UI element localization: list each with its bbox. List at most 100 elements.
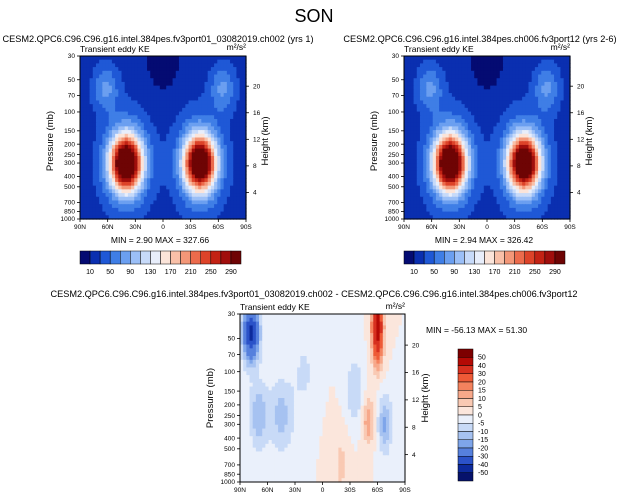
field-cell — [121, 115, 126, 120]
field-cell — [191, 204, 196, 209]
field-cell — [115, 193, 119, 198]
field-cell — [499, 67, 504, 72]
field-cell — [419, 170, 424, 176]
field-cell — [496, 56, 501, 61]
field-cell — [413, 200, 418, 205]
field-cell — [442, 185, 447, 190]
field-cell — [143, 141, 148, 146]
field-cell — [538, 163, 542, 168]
field-cell — [137, 144, 142, 150]
field-cell — [410, 93, 415, 98]
field-cell — [137, 200, 142, 205]
field-cell — [140, 126, 145, 131]
field-cell — [137, 181, 142, 187]
field-cell — [512, 130, 517, 135]
field-cell — [163, 74, 167, 79]
panel-3-subtitle: Transient eddy KE — [240, 302, 310, 312]
field-cell — [515, 204, 520, 209]
field-cell — [413, 215, 418, 220]
field-cell — [220, 100, 225, 105]
field-cell — [182, 78, 186, 83]
field-cell — [423, 96, 427, 102]
field-cell — [432, 126, 437, 131]
field-cell — [194, 181, 199, 187]
field-cell — [483, 204, 488, 209]
field-cell — [201, 170, 206, 176]
field-cell — [198, 215, 202, 220]
colorbar-swatch — [170, 250, 181, 265]
field-cell — [464, 178, 469, 183]
field-cell — [410, 159, 415, 165]
field-cell — [102, 196, 107, 202]
field-cell — [140, 163, 145, 168]
field-cell — [512, 63, 517, 68]
field-cell — [105, 85, 110, 90]
field-cell — [357, 317, 362, 323]
field-cell — [233, 178, 238, 183]
field-cell — [547, 170, 552, 176]
field-cell — [169, 204, 174, 209]
field-cell — [217, 59, 222, 64]
field-cell — [226, 59, 231, 64]
field-cell — [554, 118, 558, 124]
field-cell — [185, 78, 190, 83]
field-cell — [95, 137, 100, 142]
field-cell — [236, 178, 241, 183]
field-cell — [483, 81, 488, 87]
field-cell — [226, 70, 231, 76]
field-cell — [159, 200, 164, 205]
field-cell — [99, 107, 103, 113]
field-cell — [140, 141, 145, 146]
field-cell — [118, 70, 123, 76]
field-cell — [175, 63, 180, 68]
field-cell — [175, 96, 180, 102]
field-cell — [140, 100, 145, 105]
field-cell — [156, 193, 161, 198]
field-cell — [493, 107, 498, 113]
field-cell — [416, 185, 421, 190]
field-cell — [210, 93, 215, 98]
field-cell — [432, 85, 437, 90]
field-cell — [467, 89, 472, 94]
field-cell — [194, 115, 199, 120]
field-cell — [544, 174, 549, 179]
field-cell — [525, 93, 530, 98]
field-cell — [426, 159, 431, 165]
field-cell — [233, 211, 238, 216]
field-cell — [528, 196, 533, 202]
field-cell — [92, 96, 97, 102]
field-cell — [416, 133, 421, 139]
field-cell — [207, 185, 212, 190]
field-cell — [172, 126, 177, 131]
field-cell — [220, 181, 225, 187]
field-cell — [435, 104, 440, 109]
field-cell — [223, 67, 228, 72]
field-cell — [220, 159, 225, 165]
field-cell — [455, 200, 459, 205]
field-cell — [487, 96, 491, 102]
field-cell — [188, 74, 193, 79]
field-cell — [95, 59, 100, 64]
field-cell — [474, 81, 479, 87]
field-cell — [143, 152, 148, 157]
field-cell — [115, 59, 119, 64]
field-cell — [140, 122, 145, 127]
field-cell — [147, 137, 151, 142]
field-cell — [448, 148, 453, 153]
field-cell — [407, 181, 411, 187]
field-cell — [515, 144, 520, 150]
field-cell — [461, 204, 466, 209]
field-cell — [458, 193, 463, 198]
field-cell — [509, 193, 514, 198]
field-cell — [480, 89, 485, 94]
field-cell — [534, 93, 539, 98]
field-cell — [442, 137, 447, 142]
field-cell — [220, 70, 225, 76]
field-cell — [557, 130, 562, 135]
field-cell — [461, 100, 466, 105]
panel-3-plot-area: 90N 60N 30N 0 30S 60S 90S305070100150200250300… — [221, 311, 420, 494]
field-cell — [134, 215, 139, 220]
field-cell — [143, 96, 148, 102]
field-cell — [566, 152, 571, 157]
field-cell — [541, 59, 546, 64]
